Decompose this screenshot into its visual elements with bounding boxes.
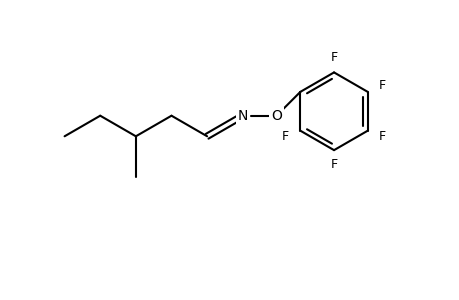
Text: F: F (378, 130, 385, 143)
Text: F: F (378, 80, 385, 92)
Text: F: F (330, 51, 337, 64)
Text: F: F (330, 158, 337, 171)
Text: N: N (237, 109, 247, 123)
Text: F: F (281, 130, 289, 143)
Text: O: O (270, 109, 281, 123)
